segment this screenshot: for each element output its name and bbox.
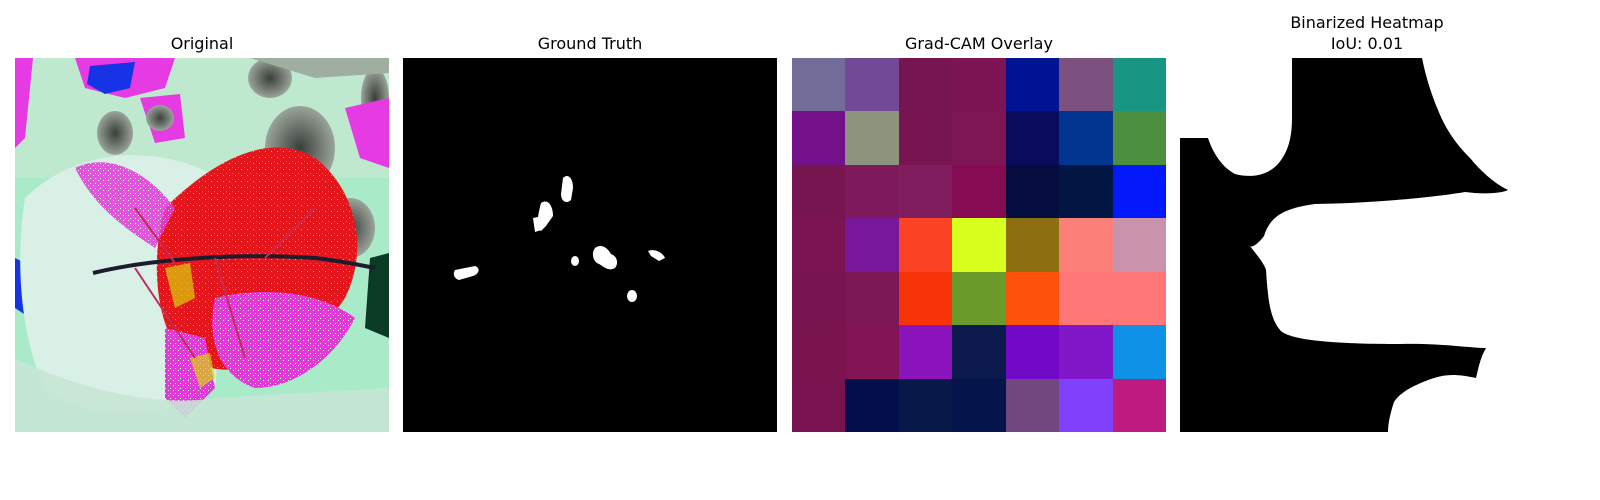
ground-truth-mask bbox=[403, 58, 777, 432]
gradcam-cell bbox=[952, 111, 1007, 166]
panel-gradcam: Grad-CAM Overlay bbox=[792, 0, 1166, 500]
gradcam-cell bbox=[1059, 164, 1114, 219]
gradcam-cell bbox=[1059, 58, 1114, 112]
gradcam-cell bbox=[898, 325, 953, 380]
mask-svg bbox=[403, 58, 777, 432]
gradcam-cell bbox=[1112, 58, 1166, 112]
gradcam-cell bbox=[845, 58, 900, 112]
gradcam-cell bbox=[952, 378, 1007, 432]
gradcam-cell bbox=[952, 271, 1007, 326]
panel-subtitle-iou: IoU: 0.01 bbox=[1330, 34, 1404, 53]
gradcam-cell bbox=[845, 378, 900, 432]
gradcam-cell bbox=[1112, 111, 1166, 166]
gradcam-cell bbox=[1005, 58, 1060, 112]
gradcam-cell bbox=[1059, 325, 1114, 380]
gradcam-cell bbox=[898, 378, 953, 432]
gradcam-cell bbox=[1112, 164, 1166, 219]
gradcam-cell bbox=[792, 271, 846, 326]
panel-title-gradcam: Grad-CAM Overlay bbox=[905, 34, 1053, 53]
binarized-heatmap bbox=[1180, 58, 1554, 432]
gradcam-cell bbox=[1005, 218, 1060, 273]
binarized-svg bbox=[1180, 58, 1554, 432]
gradcam-cell bbox=[792, 58, 846, 112]
panel-title-ground-truth: Ground Truth bbox=[537, 34, 643, 53]
original-image bbox=[15, 58, 389, 432]
gradcam-cell bbox=[1059, 218, 1114, 273]
gradcam-cell bbox=[845, 325, 900, 380]
gradcam-cell bbox=[792, 378, 846, 432]
leaf-photo bbox=[15, 58, 389, 432]
gradcam-cell bbox=[1005, 378, 1060, 432]
gradcam-cell bbox=[792, 218, 846, 273]
gradcam-cell bbox=[1005, 271, 1060, 326]
gradcam-cell bbox=[845, 271, 900, 326]
gradcam-grid bbox=[792, 58, 1166, 432]
gradcam-cell bbox=[1059, 271, 1114, 326]
gradcam-cell bbox=[792, 325, 846, 380]
gradcam-cell bbox=[1059, 378, 1114, 432]
gradcam-cell bbox=[952, 164, 1007, 219]
gradcam-cell bbox=[1112, 378, 1166, 432]
gradcam-cell bbox=[845, 218, 900, 273]
gradcam-cell bbox=[952, 325, 1007, 380]
panel-ground-truth: Ground Truth bbox=[403, 0, 777, 500]
gradcam-cell bbox=[898, 164, 953, 219]
gradcam-cell bbox=[792, 111, 846, 166]
gradcam-cell bbox=[1112, 271, 1166, 326]
gradcam-cell bbox=[1112, 218, 1166, 273]
gradcam-cell bbox=[952, 58, 1007, 112]
panel-title-binarized: Binarized Heatmap bbox=[1290, 13, 1444, 32]
panel-original: Original bbox=[15, 0, 389, 500]
gradcam-cell bbox=[792, 164, 846, 219]
gradcam-cell bbox=[898, 271, 953, 326]
gradcam-cell bbox=[898, 218, 953, 273]
gradcam-cell bbox=[845, 164, 900, 219]
gradcam-cell bbox=[1112, 325, 1166, 380]
panel-binarized: Binarized Heatmap IoU: 0.01 bbox=[1180, 0, 1554, 500]
panel-title-original: Original bbox=[170, 34, 234, 53]
gradcam-cell bbox=[1005, 111, 1060, 166]
gradcam-cell bbox=[1059, 111, 1114, 166]
gradcam-cell bbox=[1005, 164, 1060, 219]
gradcam-cell bbox=[898, 58, 953, 112]
gradcam-cell bbox=[1005, 325, 1060, 380]
gradcam-cell bbox=[845, 111, 900, 166]
gradcam-cell bbox=[952, 218, 1007, 273]
gradcam-cell bbox=[898, 111, 953, 166]
